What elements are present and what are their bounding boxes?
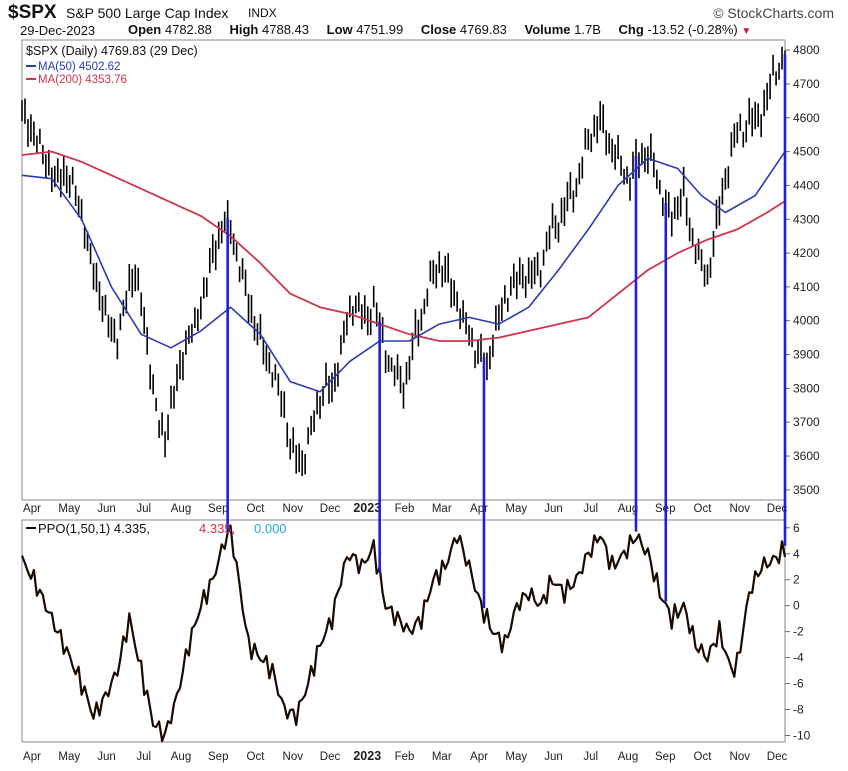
- ppo-month-label: Sep: [208, 751, 228, 763]
- price-month-label: Feb: [395, 503, 415, 515]
- price-ytick-label: 3900: [793, 348, 820, 362]
- ppo-month-label: Oct: [247, 751, 266, 763]
- price-month-label: May: [505, 503, 527, 515]
- chg-label: Chg: [618, 22, 644, 37]
- low-label: Low: [326, 22, 353, 37]
- price-month-label: Jul: [583, 503, 598, 515]
- chg-value: -13.52 (-0.28%): [647, 22, 738, 37]
- ppo-month-label: 2023: [353, 749, 381, 763]
- price-month-label: Oct: [694, 503, 713, 515]
- ppo-ytick-label: 2: [793, 573, 800, 587]
- high-label: High: [229, 22, 259, 37]
- ppo-month-label: Sep: [655, 751, 675, 763]
- ma200-legend: MA(200) 4353.76: [38, 74, 127, 86]
- ppo-legend-signal: 4.335,: [199, 521, 235, 536]
- close-label: Close: [420, 22, 457, 37]
- price-month-label: Nov: [730, 503, 751, 515]
- ppo-ytick-label: -10: [793, 729, 811, 743]
- ppo-month-label: Mar: [432, 751, 452, 763]
- volume-value: 1.7B: [574, 22, 601, 37]
- ppo-ytick-label: -6: [793, 677, 804, 691]
- ma50-legend: MA(50) 4502.62: [38, 61, 120, 73]
- ppo-month-label: Oct: [694, 751, 713, 763]
- ppo-month-label: Dec: [767, 751, 788, 763]
- ppo-month-label: May: [505, 751, 527, 763]
- ppo-month-label: Feb: [395, 751, 415, 763]
- ppo-ytick-label: -4: [793, 651, 804, 665]
- price-ytick-label: 4100: [793, 280, 820, 294]
- price-month-label: May: [58, 503, 80, 515]
- price-month-label: Dec: [767, 503, 788, 515]
- price-month-label: Aug: [171, 503, 191, 515]
- price-month-label: Dec: [320, 503, 341, 515]
- ma200-line: [21, 150, 786, 342]
- ppo-ytick-label: 4: [793, 547, 800, 561]
- open-value: 4782.88: [164, 22, 212, 37]
- price-ytick-label: 3700: [793, 415, 820, 429]
- ppo-month-label: Dec: [320, 751, 341, 763]
- close-value: 4769.83: [459, 22, 507, 37]
- ppo-month-label: Aug: [618, 751, 638, 763]
- ppo-ytick-label: 0: [793, 599, 800, 613]
- open-label: Open: [128, 22, 162, 37]
- price-ytick-label: 4500: [793, 145, 820, 159]
- ppo-ytick-label: -8: [793, 703, 804, 717]
- price-ytick-label: 3500: [793, 483, 820, 497]
- price-ytick-label: 4200: [793, 246, 820, 260]
- price-ytick-label: 4700: [793, 77, 820, 91]
- down-arrow-icon: ▼: [741, 26, 752, 37]
- price-ytick-label: 3600: [793, 449, 820, 463]
- price-ytick-label: 4000: [793, 314, 820, 328]
- price-month-label: Aug: [618, 503, 638, 515]
- ppo-month-label: Jun: [544, 751, 563, 763]
- price-month-label: Apr: [470, 503, 488, 515]
- ppo-panel-frame: [21, 519, 786, 743]
- index-name: S&P 500 Large Cap Index: [66, 5, 229, 21]
- ppo-month-label: Jul: [136, 751, 151, 763]
- price-legend: $SPX (Daily) 4769.83 (29 Dec): [26, 44, 198, 58]
- price-ytick-label: 4400: [793, 178, 820, 192]
- symbol: $SPX: [8, 2, 57, 23]
- ma50-line: [21, 151, 786, 393]
- quote-date: 29-Dec-2023: [20, 23, 96, 38]
- ppo-month-label: Jul: [583, 751, 598, 763]
- price-month-label: Sep: [208, 503, 228, 515]
- price-month-label: Apr: [23, 503, 41, 515]
- price-month-label: Nov: [283, 503, 304, 515]
- ppo-month-label: Nov: [730, 751, 751, 763]
- ppo-legend-hist: 0.000: [254, 521, 287, 536]
- ppo-line: [20, 524, 787, 743]
- price-month-label: 2023: [353, 501, 381, 515]
- price-ytick-label: 4800: [793, 43, 820, 57]
- low-value: 4751.99: [356, 22, 404, 37]
- ppo-month-label: Jun: [97, 751, 116, 763]
- price-month-label: Mar: [432, 503, 452, 515]
- price-month-label: Oct: [247, 503, 266, 515]
- ohlc-summary: Open 4782.88 High 4788.43 Low 4751.99 Cl…: [128, 22, 751, 37]
- price-panel-frame: [21, 39, 786, 501]
- ppo-month-label: Apr: [23, 751, 41, 763]
- ppo-month-label: May: [58, 751, 80, 763]
- chart-header: $SPX S&P 500 Large Cap Index INDX © Stoc…: [0, 0, 848, 40]
- price-ytick-label: 4600: [793, 111, 820, 125]
- ppo-month-label: Apr: [470, 751, 488, 763]
- ppo-ytick-label: -2: [793, 625, 804, 639]
- ppo-legend-label: PPO(1,50,1) 4.335,: [38, 521, 150, 536]
- price-month-label: Jun: [97, 503, 116, 515]
- price-ytick-label: 4300: [793, 212, 820, 226]
- exchange: INDX: [248, 6, 277, 20]
- price-month-label: Jun: [544, 503, 563, 515]
- brand-watermark[interactable]: © StockCharts.com: [713, 5, 834, 21]
- price-ytick-label: 3800: [793, 381, 820, 395]
- high-value: 4788.43: [262, 22, 309, 37]
- ppo-month-label: Nov: [283, 751, 304, 763]
- ppo-ytick-label: 6: [793, 521, 800, 535]
- ppo-month-label: Aug: [171, 751, 191, 763]
- price-month-label: Jul: [136, 503, 151, 515]
- volume-label: Volume: [524, 22, 571, 37]
